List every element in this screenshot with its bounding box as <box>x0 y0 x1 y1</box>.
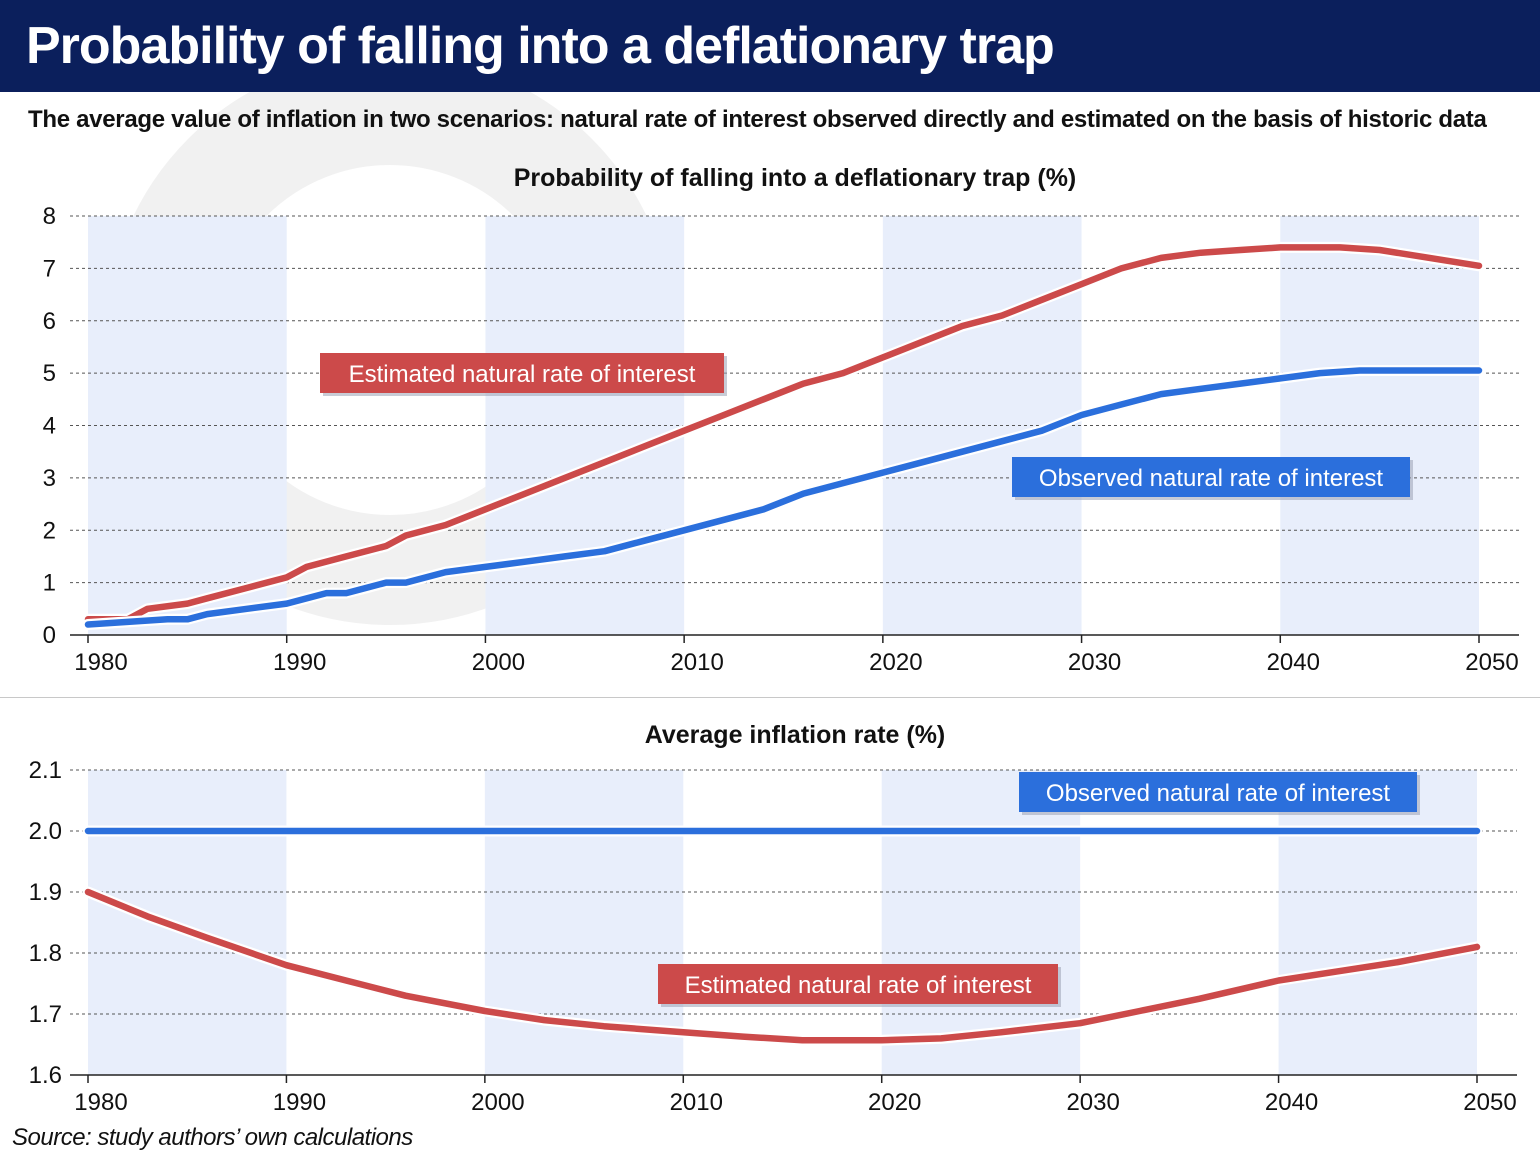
y-tick-label: 8 <box>43 203 56 230</box>
series-label-observed: Observed natural rate of interest <box>1019 772 1420 815</box>
x-tick-label: 2020 <box>868 1089 921 1116</box>
x-tick-label: 1990 <box>273 649 326 676</box>
series-label-box <box>320 353 724 393</box>
page-title: Probability of falling into a deflationa… <box>26 17 1055 75</box>
shaded-band-1980 <box>88 216 287 635</box>
x-tick-label: 2010 <box>670 1089 723 1116</box>
x-tick-label: 2040 <box>1265 1089 1318 1116</box>
y-tick-label: 1.8 <box>29 940 62 967</box>
x-tick-label: 1980 <box>74 649 127 676</box>
shaded-band-1980 <box>88 770 287 1075</box>
y-tick-label: 1.7 <box>29 1001 62 1028</box>
series-label-observed: Observed natural rate of interest <box>1012 457 1413 500</box>
x-tick-label: 2040 <box>1267 649 1320 676</box>
header-bar: Probability of falling into a deflationa… <box>0 0 1540 92</box>
y-tick-label: 7 <box>43 255 56 282</box>
x-tick-label: 2020 <box>869 649 922 676</box>
chart-divider <box>0 697 1540 698</box>
deflation-probability-chart: Probability of falling into a deflationa… <box>43 164 1519 676</box>
y-tick-label: 5 <box>43 360 56 387</box>
chart-title: Probability of falling into a deflationa… <box>514 164 1077 192</box>
x-tick-label: 2010 <box>670 649 723 676</box>
x-tick-label: 2000 <box>472 649 525 676</box>
x-tick-label: 2050 <box>1463 1089 1516 1116</box>
x-tick-label: 2030 <box>1068 649 1121 676</box>
x-tick-label: 2030 <box>1066 1089 1119 1116</box>
series-line-observed-natural-rate-of-interest <box>84 367 1483 628</box>
series-label-box <box>658 964 1058 1004</box>
y-tick-label: 2.0 <box>29 818 62 845</box>
series-label-box <box>1012 457 1410 497</box>
page-subtitle: The average value of inflation in two sc… <box>28 106 1487 133</box>
y-tick-label: 1.9 <box>29 879 62 906</box>
x-tick-label: 2000 <box>471 1089 524 1116</box>
series-label-text: Estimated natural rate of interest <box>685 972 1032 999</box>
y-tick-label: 2.1 <box>29 757 62 784</box>
series-label-estimated: Estimated natural rate of interest <box>658 964 1061 1007</box>
y-tick-label: 3 <box>43 465 56 492</box>
y-tick-label: 4 <box>43 413 56 440</box>
series-line-estimated-natural-rate-of-interest <box>84 888 1481 1044</box>
x-tick-label: 1990 <box>273 1089 326 1116</box>
series-label-text: Estimated natural rate of interest <box>349 361 696 388</box>
x-tick-label: 1980 <box>74 1089 127 1116</box>
series-label-estimated: Estimated natural rate of interest <box>320 353 727 396</box>
y-tick-label: 0 <box>43 622 56 649</box>
source-note: Source: study authors’ own calculations <box>12 1124 413 1151</box>
series-label-text: Observed natural rate of interest <box>1039 465 1384 492</box>
series-label-box <box>1019 772 1417 812</box>
series-line-outline-estimated-natural-rate-of-interest <box>82 241 1485 625</box>
y-tick-label: 6 <box>43 308 56 335</box>
series-label-text: Observed natural rate of interest <box>1046 780 1391 807</box>
x-tick-label: 2050 <box>1465 649 1518 676</box>
y-tick-label: 1.6 <box>29 1062 62 1089</box>
shaded-band-2040 <box>1278 770 1477 1075</box>
series-line-estimated-natural-rate-of-interest <box>84 244 1483 623</box>
y-tick-label: 2 <box>43 517 56 544</box>
y-tick-label: 1 <box>43 570 56 597</box>
chart-title: Average inflation rate (%) <box>645 721 946 749</box>
inflation-rate-chart: Average inflation rate (%) 1.6 1.7 1.8 1.9 2.… <box>29 721 1517 1116</box>
